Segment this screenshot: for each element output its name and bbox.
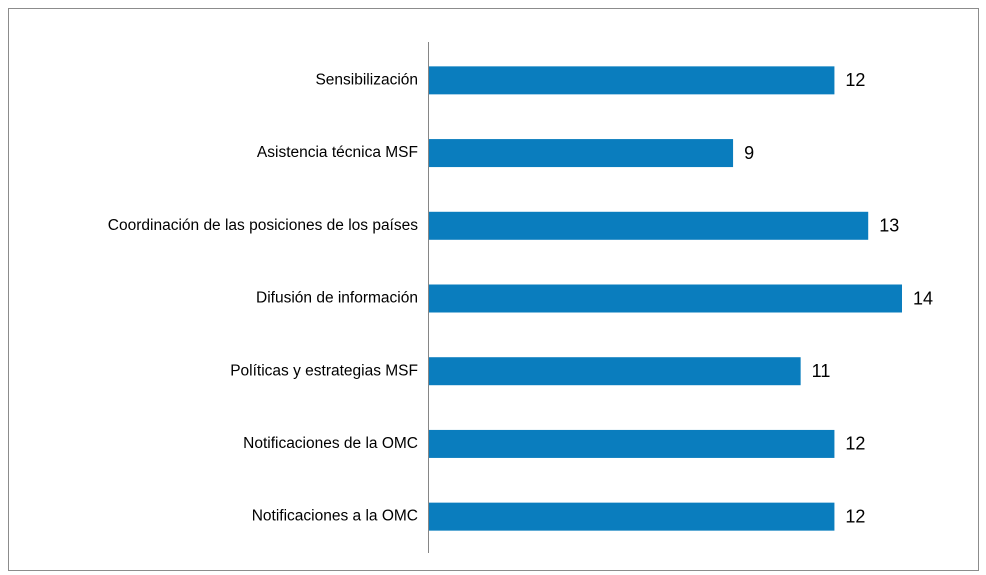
bar: [429, 429, 835, 458]
bar: [429, 357, 801, 386]
bar: [429, 66, 835, 95]
data-label: 14: [913, 288, 933, 308]
data-label: 9: [744, 143, 754, 163]
data-label: 13: [879, 216, 899, 236]
bar: [429, 139, 734, 168]
y-tick-label: Asistencia técnica MSF: [257, 144, 418, 161]
y-tick-label: Políticas y estrategias MSF: [230, 362, 418, 379]
y-tick-label: Notificaciones de la OMC: [243, 435, 418, 452]
data-label: 12: [845, 70, 865, 90]
y-tick-label: Coordinación de las posiciones de los pa…: [108, 217, 418, 234]
data-label: 12: [845, 506, 865, 526]
y-tick-label: Sensibilización: [315, 71, 418, 88]
bar: [429, 211, 869, 240]
y-tick-label: Notificaciones a la OMC: [252, 508, 418, 525]
data-label: 12: [845, 434, 865, 454]
bar: [429, 284, 902, 313]
y-tick-label: Difusión de información: [256, 290, 418, 307]
data-label: 11: [812, 361, 831, 381]
bar: [429, 502, 835, 531]
